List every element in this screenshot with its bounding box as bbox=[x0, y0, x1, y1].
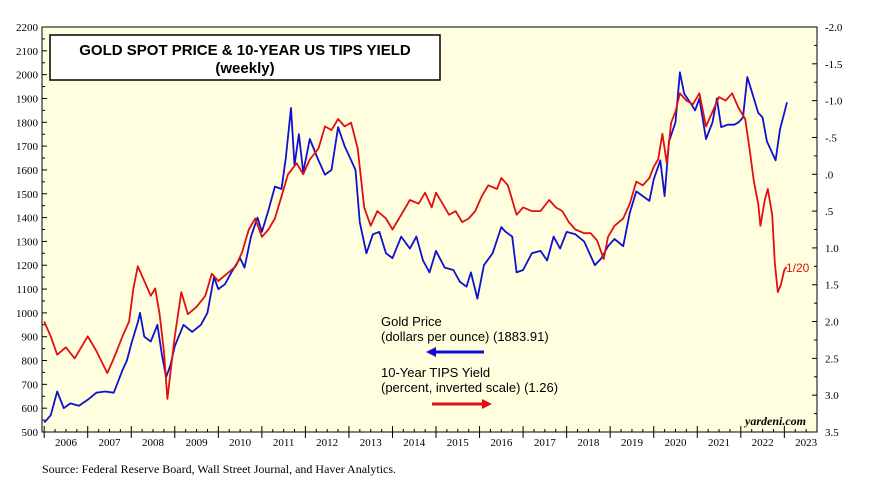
right-tick-label: 3.5 bbox=[825, 427, 839, 439]
chart-title: GOLD SPOT PRICE & 10-YEAR US TIPS YIELD bbox=[79, 42, 411, 59]
right-tick-label: -1.0 bbox=[825, 96, 843, 108]
x-tick-label: 2019 bbox=[621, 437, 644, 449]
left-tick-label: 1200 bbox=[16, 260, 39, 272]
legend-tips-arrow bbox=[432, 399, 492, 409]
legend-gold-arrow bbox=[426, 347, 484, 357]
legend-gold-line2: (dollars per ounce) (1883.91) bbox=[381, 329, 549, 344]
right-tick-label: .5 bbox=[825, 206, 834, 218]
x-tick-label: 2011 bbox=[273, 437, 295, 449]
left-tick-label: 500 bbox=[22, 427, 39, 439]
x-tick-label: 2007 bbox=[98, 437, 121, 449]
left-tick-label: 2200 bbox=[16, 22, 39, 34]
legend-tips-line1: 10-Year TIPS Yield bbox=[381, 365, 490, 380]
left-tick-label: 1900 bbox=[16, 93, 39, 105]
right-tick-label: 2.5 bbox=[825, 353, 839, 365]
x-tick-label: 2010 bbox=[229, 437, 252, 449]
left-tick-label: 1500 bbox=[16, 189, 39, 201]
title-box bbox=[49, 34, 441, 81]
x-tick-label: 2017 bbox=[534, 437, 557, 449]
left-tick-label: 1600 bbox=[16, 165, 39, 177]
x-tick-label: 2016 bbox=[490, 437, 513, 449]
tips-yield-line bbox=[43, 92, 788, 400]
source-note: Source: Federal Reserve Board, Wall Stre… bbox=[42, 462, 397, 476]
right-tick-label: -2.0 bbox=[825, 22, 843, 34]
right-tick-label: .0 bbox=[825, 169, 834, 181]
x-tick-label: 2013 bbox=[360, 437, 383, 449]
right-tick-label: 2.0 bbox=[825, 317, 839, 329]
x-tick-label: 2015 bbox=[447, 437, 470, 449]
x-tick-label: 2018 bbox=[577, 437, 600, 449]
legend-gold-line1: Gold Price bbox=[381, 314, 442, 329]
right-tick-label: 3.0 bbox=[825, 390, 839, 402]
legend-tips-line2: (percent, inverted scale) (1.26) bbox=[381, 380, 558, 395]
left-tick-label: 700 bbox=[22, 379, 39, 391]
right-tick-label: -.5 bbox=[825, 132, 837, 144]
right-tick-label: -1.5 bbox=[825, 59, 843, 71]
left-tick-label: 1100 bbox=[16, 284, 38, 296]
x-tick-label: 2022 bbox=[752, 437, 774, 449]
left-tick-label: 1300 bbox=[16, 236, 39, 248]
x-tick-label: 2012 bbox=[316, 437, 338, 449]
x-tick-label: 2014 bbox=[403, 437, 426, 449]
x-tick-label: 2006 bbox=[55, 437, 78, 449]
left-tick-label: 800 bbox=[22, 356, 39, 368]
left-tick-label: 1700 bbox=[16, 141, 39, 153]
left-tick-label: 2000 bbox=[16, 70, 39, 82]
left-tick-label: 600 bbox=[22, 403, 39, 415]
x-tick-label: 2023 bbox=[795, 437, 818, 449]
yield-annotation: 1/20 bbox=[786, 261, 810, 275]
right-tick-label: 1.0 bbox=[825, 243, 839, 255]
left-tick-label: 1000 bbox=[16, 308, 39, 320]
left-tick-label: 2100 bbox=[16, 46, 39, 58]
right-tick-label: 1.5 bbox=[825, 280, 839, 292]
chart-subtitle: (weekly) bbox=[215, 60, 274, 77]
x-tick-label: 2021 bbox=[708, 437, 730, 449]
left-tick-label: 900 bbox=[22, 332, 39, 344]
x-tick-label: 2020 bbox=[664, 437, 687, 449]
left-tick-label: 1400 bbox=[16, 213, 39, 225]
x-tick-label: 2008 bbox=[142, 437, 165, 449]
x-tick-label: 2009 bbox=[186, 437, 209, 449]
left-tick-label: 1800 bbox=[16, 117, 39, 129]
brand-watermark: yardeni.com bbox=[743, 414, 806, 428]
